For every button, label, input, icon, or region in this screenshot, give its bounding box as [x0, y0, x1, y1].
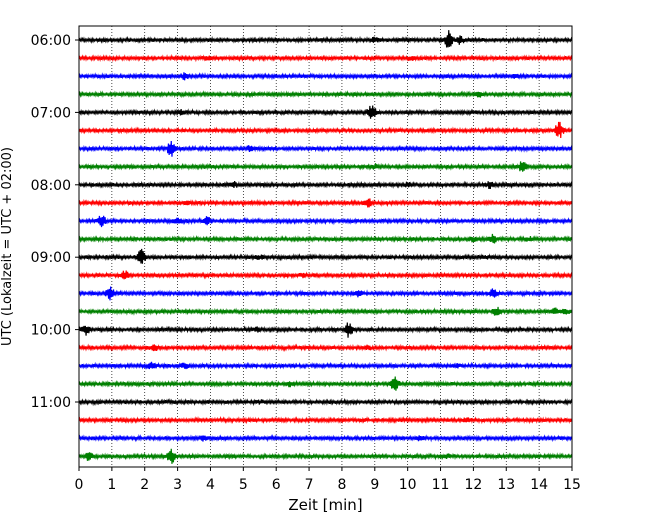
x-tick-label: 4 — [206, 477, 215, 493]
x-tick-label: 14 — [530, 477, 548, 493]
trace-18 — [78, 361, 573, 370]
trace-15 — [78, 306, 573, 316]
y-tick-label: 08:00 — [31, 178, 71, 194]
x-tick-label: 2 — [140, 477, 149, 493]
trace-12 — [78, 248, 573, 264]
trace-10 — [78, 215, 573, 228]
x-axis-ticks: 0 1 2 3 4 5 6 7 8 9 10 11 12 13 14 15 — [75, 467, 581, 493]
trace-21 — [78, 415, 573, 425]
trace-20 — [78, 397, 573, 407]
trace-0 — [78, 30, 573, 48]
trace-22 — [78, 433, 573, 443]
y-tick-label: 07:00 — [31, 105, 71, 121]
x-tick-label: 5 — [239, 477, 248, 493]
x-tick-label: 7 — [305, 477, 314, 493]
x-tick-label: 15 — [563, 477, 581, 493]
trace-16 — [78, 322, 573, 338]
x-tick-label: 9 — [370, 477, 379, 493]
trace-13 — [78, 270, 573, 280]
seismic-traces — [78, 30, 573, 464]
y-tick-label: 11:00 — [31, 395, 71, 411]
x-tick-label: 12 — [464, 477, 482, 493]
x-tick-label: 1 — [107, 477, 116, 493]
plot-area-frame — [78, 25, 573, 468]
trace-1 — [78, 53, 573, 63]
trace-11 — [78, 233, 573, 244]
trace-6 — [78, 140, 573, 157]
trace-8 — [78, 180, 573, 190]
x-tick-label: 8 — [337, 477, 346, 493]
x-tick-label: 11 — [432, 477, 450, 493]
trace-7 — [78, 161, 573, 172]
trace-19 — [78, 376, 573, 391]
trace-4 — [78, 105, 573, 119]
x-tick-label: 0 — [75, 477, 84, 493]
x-axis-label: Zeit [min] — [288, 496, 362, 514]
trace-23 — [78, 448, 573, 464]
x-tick-label: 13 — [497, 477, 515, 493]
x-tick-label: 3 — [173, 477, 182, 493]
x-tick-label: 6 — [272, 477, 281, 493]
trace-14 — [78, 286, 573, 301]
y-tick-label: 06:00 — [31, 33, 71, 49]
x-tick-label: 10 — [399, 477, 417, 493]
trace-17 — [78, 343, 573, 352]
trace-2 — [78, 72, 573, 81]
y-tick-label: 09:00 — [31, 250, 71, 266]
trace-5 — [78, 121, 573, 139]
y-axis-ticks: 06:00 07:00 08:00 09:00 10:00 11:00 — [31, 33, 79, 411]
trace-9 — [78, 198, 573, 208]
y-tick-label: 10:00 — [31, 323, 71, 339]
trace-3 — [78, 90, 573, 99]
y-axis-label: UTC (Lokalzeit = UTC + 02:00) — [0, 147, 15, 346]
